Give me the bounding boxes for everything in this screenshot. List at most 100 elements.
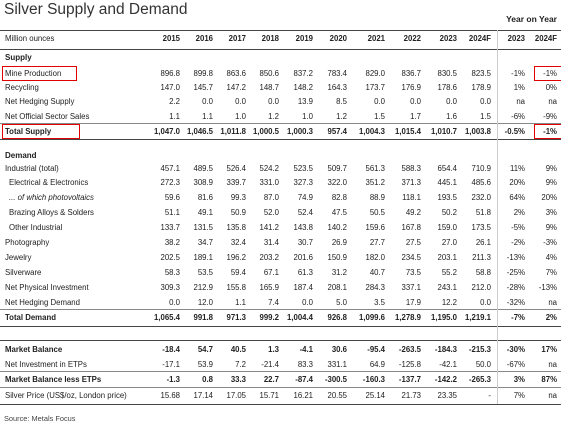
highlight-box-yoy: [534, 66, 561, 81]
source-note: Source: Metals Focus: [4, 414, 76, 423]
table-rule: [0, 387, 561, 388]
yoy-cell: 3%: [513, 375, 525, 384]
table-cell: 339.7: [226, 178, 246, 187]
table-cell: 74.9: [297, 193, 313, 202]
table-cell: 131.5: [193, 223, 213, 232]
table-cell: 0.0: [169, 298, 180, 307]
table-cell: 52.4: [297, 208, 313, 217]
row-label: Recycling: [5, 83, 39, 92]
table-cell: 135.8: [226, 223, 246, 232]
table-cell: 1.2: [268, 112, 279, 121]
row-label: Other Industrial: [9, 223, 63, 232]
table-row: Mine Production 896.8 899.8 863.6 850.6 837.2…: [0, 67, 561, 81]
table-cell: 7.2: [235, 360, 246, 369]
table-cell: 327.3: [293, 178, 313, 187]
table-cell: 54.7: [197, 345, 213, 354]
table-cell: 1.0: [235, 112, 246, 121]
table-rule: [0, 340, 561, 341]
table-cell: 49.1: [197, 208, 213, 217]
table-cell: -4.1: [299, 345, 313, 354]
table-cell: 1,219.1: [464, 313, 491, 322]
table-cell: 823.5: [471, 69, 491, 78]
table-rule: [0, 326, 561, 327]
yoy-cell: 3%: [545, 208, 557, 217]
table-cell: 208.1: [327, 283, 347, 292]
table-cell: 1,003.8: [464, 127, 491, 136]
table-cell: -87.4: [295, 375, 313, 384]
table-row: Brazing Alloys & Solders 51.1 49.1 50.9 52.0…: [0, 206, 561, 220]
row-label: Net Investment in ETPs: [5, 360, 87, 369]
table-cell: 1,000.3: [286, 127, 313, 136]
table-cell: 73.5: [405, 268, 421, 277]
table-cell: 3.5: [374, 298, 385, 307]
table-cell: 15.68: [160, 391, 180, 400]
table-cell: 331.0: [259, 178, 279, 187]
table-cell: 710.9: [471, 164, 491, 173]
table-cell: 40.7: [369, 268, 385, 277]
table-cell: 83.3: [297, 360, 313, 369]
yoy-cell: -6%: [511, 112, 525, 121]
column-header: 2017: [228, 34, 246, 43]
table-cell: 15.71: [259, 391, 279, 400]
table-cell: -215.3: [468, 345, 491, 354]
table-cell: -184.3: [434, 345, 457, 354]
year-on-year-label: Year on Year: [506, 14, 557, 24]
table-cell: 50.9: [230, 208, 246, 217]
table-cell: 203.1: [437, 253, 457, 262]
table-cell: 16.21: [293, 391, 313, 400]
table-rule: [0, 404, 561, 405]
table-cell: 201.6: [293, 253, 313, 262]
table-cell: 50.0: [475, 360, 491, 369]
table-cell: 234.5: [401, 253, 421, 262]
table-cell: 47.5: [331, 208, 347, 217]
column-header: 2021: [367, 34, 385, 43]
row-label: Brazing Alloys & Solders: [9, 208, 94, 217]
table-cell: 1.1: [202, 112, 213, 121]
table-cell: 167.8: [401, 223, 421, 232]
table-cell: 0.0: [480, 97, 491, 106]
table-cell: 12.0: [197, 298, 213, 307]
column-header: 2019: [295, 34, 313, 43]
table-cell: 211.3: [472, 253, 491, 262]
table-cell: 143.8: [293, 223, 313, 232]
row-label: Net Physical Investment: [5, 283, 89, 292]
table-cell: 50.2: [441, 208, 457, 217]
table-cell: -1.3: [166, 375, 180, 384]
table-cell: 12.2: [441, 298, 457, 307]
table-cell: 26.1: [475, 238, 491, 247]
table-cell: 87.0: [263, 193, 279, 202]
table-cell: 309.3: [160, 283, 180, 292]
table-cell: 1,011.8: [220, 127, 246, 136]
table-cell: 32.4: [230, 238, 246, 247]
table-cell: 88.9: [369, 193, 385, 202]
row-label: Mine Production: [5, 69, 62, 78]
yoy-cell: na: [548, 360, 557, 369]
yoy-cell: -28%: [506, 283, 525, 292]
yoy-cell: 0%: [545, 83, 557, 92]
table-cell: 0.0: [202, 97, 213, 106]
table-cell: -95.4: [367, 345, 385, 354]
table-cell: 1.6: [446, 112, 457, 121]
row-label: Net Hedging Demand: [5, 298, 80, 307]
yoy-separator: [497, 30, 498, 404]
yoy-cell: -25%: [506, 268, 525, 277]
table-cell: 1.7: [410, 112, 421, 121]
table-cell: 896.8: [160, 69, 180, 78]
table-cell: 17.05: [226, 391, 246, 400]
table-row: ... of which photovoltaics 59.6 81.6 99.3 87…: [0, 191, 561, 205]
table-cell: 2.2: [169, 97, 180, 106]
highlight-box-yoy: [534, 124, 561, 139]
table-cell: 31.2: [331, 268, 347, 277]
table-cell: 59.6: [164, 193, 180, 202]
table-cell: 82.8: [331, 193, 347, 202]
table-cell: 17.14: [193, 391, 213, 400]
table-row: Market Balance less ETPs -1.3 0.8 33.3 22.7 -…: [0, 373, 561, 387]
table-cell: 850.6: [259, 69, 279, 78]
table-cell: 0.0: [235, 97, 246, 106]
table-cell: 0.0: [410, 97, 421, 106]
yoy-cell: -5%: [511, 223, 525, 232]
row-label: Market Balance less ETPs: [5, 375, 102, 384]
table-cell: 52.0: [263, 208, 279, 217]
table-row: Industrial (total) 457.1 489.5 526.4 524.2 52…: [0, 162, 561, 176]
yoy-cell: 7%: [513, 391, 525, 400]
